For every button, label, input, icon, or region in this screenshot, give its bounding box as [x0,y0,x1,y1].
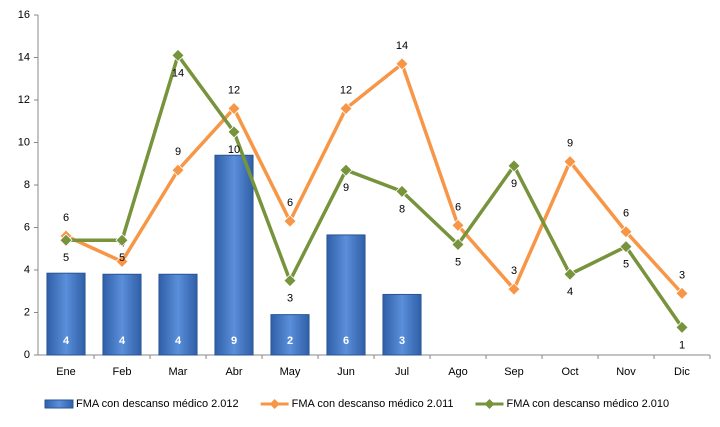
legend-label: FMA con descanso médico 2.011 [292,398,454,410]
marker [283,274,297,288]
data-label: 3 [287,293,293,305]
data-label: 12 [340,84,352,96]
y-tick-label: 10 [18,136,30,148]
bar-label: 2 [287,335,293,347]
bar-label: 9 [231,335,237,347]
bar [158,273,198,356]
y-tick-label: 16 [18,9,30,21]
y-tick-label: 4 [24,264,30,276]
marker [395,184,409,198]
marker [59,233,73,247]
x-tick-label: Jul [395,366,409,378]
data-label: 9 [343,182,349,194]
data-label: 6 [623,208,629,220]
x-tick-label: Nov [616,366,636,378]
x-tick-label: Oct [561,366,578,378]
data-label: 5 [623,259,629,271]
x-tick-label: Ago [448,366,468,378]
marker [619,240,633,254]
data-label: 9 [567,138,573,150]
data-label: 6 [287,197,293,209]
data-label: 14 [396,40,408,52]
bar-label: 4 [175,335,182,347]
y-tick-label: 14 [18,51,30,63]
marker [563,267,577,281]
x-tick-label: Feb [113,366,132,378]
x-tick-label: Ene [56,366,76,378]
data-label: 3 [511,265,517,277]
marker [395,57,409,71]
marker [675,286,689,300]
line [65,60,684,295]
marker [115,233,129,247]
marker [507,159,521,173]
data-label: 6 [63,212,69,224]
marker [619,225,633,239]
y-tick-label: 6 [24,221,30,233]
marker [507,282,521,296]
bar-label: 4 [63,335,70,347]
data-label: 5 [119,252,125,264]
marker [227,101,241,116]
x-tick-label: Jun [337,366,355,378]
data-label: 3 [679,269,685,281]
y-tick-label: 2 [24,306,30,318]
data-label: 5 [63,252,69,264]
data-label: 8 [399,203,405,215]
marker [171,163,185,177]
marker [227,125,241,139]
bar [46,272,86,356]
legend-swatch [44,399,74,409]
bar [214,154,254,356]
bar [326,234,366,356]
marker [339,101,353,116]
marker [451,218,465,232]
line [66,51,684,329]
data-label: 10 [228,144,240,156]
x-tick-label: Mar [169,366,188,378]
bar-label: 4 [119,335,126,347]
x-tick-label: Sep [504,366,524,378]
data-label: 9 [175,146,181,158]
data-label: 6 [455,201,461,213]
y-tick-label: 0 [24,349,30,361]
bar [382,293,422,356]
marker [339,163,353,177]
data-label: 14 [172,67,184,79]
data-label: 4 [567,286,573,298]
legend-label: FMA con descanso médico 2.012 [76,398,239,410]
marker [171,48,185,62]
bar-label: 3 [399,335,405,347]
data-label: 5 [455,256,461,268]
marker [451,237,465,252]
x-tick-label: Abr [225,366,242,378]
bar [270,314,310,356]
marker [115,254,129,269]
x-tick-label: Dic [674,366,690,378]
marker [283,214,297,228]
legend-marker [269,399,280,409]
y-tick-label: 8 [24,179,30,191]
legend-label: FMA con descanso médico 2.010 [507,398,670,410]
marker [675,320,689,334]
data-label: 1 [679,339,685,351]
bar [102,273,142,356]
x-tick-label: May [280,366,301,378]
bar-label: 6 [343,335,349,347]
marker [563,155,577,169]
legend-marker [484,399,495,409]
data-label: 9 [511,178,517,190]
y-tick-label: 12 [18,94,30,106]
data-label: 12 [228,84,240,96]
